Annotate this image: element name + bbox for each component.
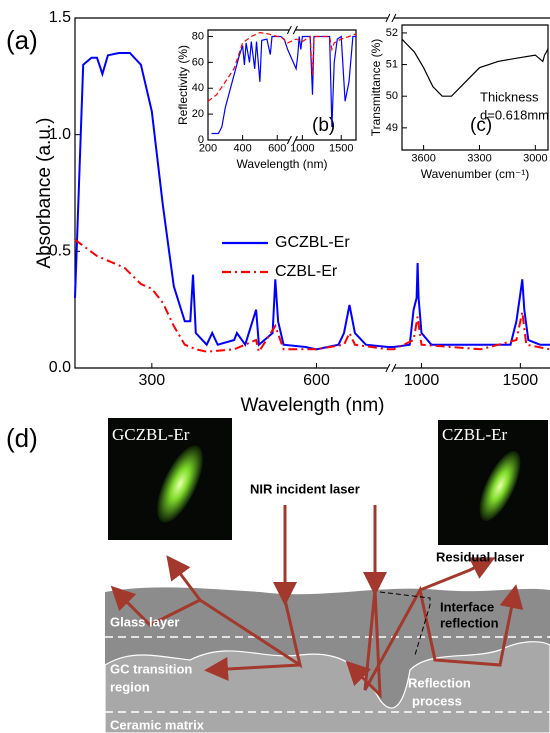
panel-label: (a) [6, 25, 38, 55]
y-tick-label: 1.0 [49, 126, 71, 143]
axis-frame [207, 29, 357, 141]
x-tick-label: 1000 [290, 143, 314, 155]
y-axis-label: Absorbance (a.u.) [34, 117, 55, 268]
x-tick-label: 300 [138, 372, 165, 389]
y-tick-label: 40 [192, 82, 204, 94]
legend-label: CZBL-Er [275, 263, 338, 280]
y-tick-label: 51 [386, 58, 398, 70]
x-tick-label: 400 [233, 143, 251, 155]
x-tick-label: 3300 [467, 153, 491, 165]
y-tick-label: 1.5 [49, 9, 71, 26]
x-axis-label: Wavelength (nm) [241, 395, 385, 416]
series-line [74, 52, 550, 351]
axis-break [286, 135, 292, 145]
y-tick-label: 0 [198, 134, 204, 146]
axis-break [385, 363, 391, 373]
panel-label: (d) [6, 423, 38, 453]
axis-break [292, 135, 298, 145]
legend-label: GCZBL-Er [275, 234, 350, 251]
interface-normal [379, 591, 431, 656]
axis-break [292, 25, 298, 35]
y-tick-label: 49 [386, 122, 398, 134]
panel-label: (b) [312, 115, 335, 136]
axis-break-gap [289, 27, 296, 33]
x-axis-label: Wavenumber (cm⁻¹) [421, 167, 530, 181]
series-line [401, 38, 549, 97]
x-tick-label: 1500 [503, 372, 539, 389]
y-axis-label: Transmittance (%) [369, 39, 383, 137]
y-tick-label: 0.5 [49, 243, 71, 260]
axis-break-gap [387, 365, 394, 371]
glow [157, 445, 203, 523]
annotation: d=0.618mm [480, 107, 549, 122]
y-axis-label: Reflectivity (%) [176, 45, 190, 125]
x-tick-label: 1500 [329, 143, 353, 155]
series-line [207, 31, 357, 102]
y-tick-label: 80 [192, 30, 204, 42]
axis-frame [401, 24, 549, 151]
axis-break-gap [289, 137, 296, 143]
axis-break-gap [387, 15, 394, 21]
y-tick-label: 60 [192, 56, 204, 68]
y-tick-label: 0.0 [49, 359, 71, 376]
axis-break [385, 13, 391, 23]
x-tick-label: 600 [303, 372, 330, 389]
x-axis-label: Wavelength (nm) [237, 157, 328, 171]
annotation: Thickness [480, 89, 539, 104]
x-tick-label: 3000 [523, 153, 547, 165]
glass-label: Glass layer [110, 614, 179, 629]
series-line [74, 238, 550, 355]
y-tick-label: 20 [192, 108, 204, 120]
ceramic-label: Ceramic matrix [110, 717, 205, 732]
reflection-label: process [412, 693, 462, 708]
y-tick-label: 50 [386, 90, 398, 102]
photo-label: GCZBL-Er [112, 425, 190, 444]
reflection-label: Reflection [408, 675, 471, 690]
laser-paths [110, 505, 524, 699]
x-tick-label: 200 [199, 143, 217, 155]
residual-label: Residual laser [436, 549, 524, 564]
photo-label: CZBL-Er [442, 425, 507, 444]
x-tick-label: 1000 [404, 372, 440, 389]
axis-break [391, 363, 397, 373]
incident-label: NIR incident laser [250, 481, 360, 496]
interface-label: reflection [440, 615, 499, 630]
panel-label: (c) [470, 115, 492, 136]
interface-label: Interface [440, 599, 494, 614]
x-tick-label: 3600 [411, 153, 435, 165]
axis-break [286, 25, 292, 35]
axis-frame [74, 17, 550, 369]
y-tick-label: 52 [386, 27, 398, 39]
transition-label: region [110, 679, 150, 694]
x-tick-label: 600 [268, 143, 286, 155]
glow [479, 451, 521, 521]
axis-break [391, 13, 397, 23]
transition-label: GC transition [110, 661, 192, 676]
